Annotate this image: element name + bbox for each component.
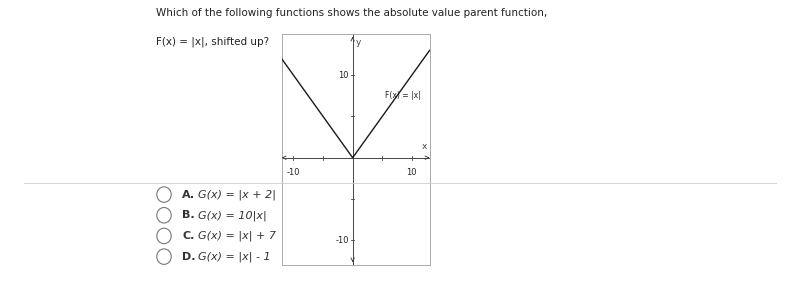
Text: B.: B. — [182, 210, 195, 220]
Text: y: y — [355, 38, 361, 47]
Text: C.: C. — [182, 231, 194, 241]
Text: -10: -10 — [286, 168, 300, 177]
Text: F(x) = |x|: F(x) = |x| — [385, 91, 421, 100]
Text: x: x — [422, 142, 426, 151]
Text: D.: D. — [182, 252, 196, 262]
Text: G(x) = |x| - 1: G(x) = |x| - 1 — [198, 251, 271, 262]
Text: G(x) = |x + 2|: G(x) = |x + 2| — [198, 189, 277, 200]
Text: G(x) = |x| + 7: G(x) = |x| + 7 — [198, 231, 277, 241]
Text: -10: -10 — [335, 236, 349, 245]
Text: 10: 10 — [406, 168, 417, 177]
Text: G(x) = 10|x|: G(x) = 10|x| — [198, 210, 267, 221]
Text: Which of the following functions shows the absolute value parent function,: Which of the following functions shows t… — [156, 8, 547, 18]
Text: F(x) = |x|, shifted up?: F(x) = |x|, shifted up? — [156, 37, 269, 47]
Text: 10: 10 — [338, 70, 349, 80]
Text: A.: A. — [182, 190, 195, 200]
